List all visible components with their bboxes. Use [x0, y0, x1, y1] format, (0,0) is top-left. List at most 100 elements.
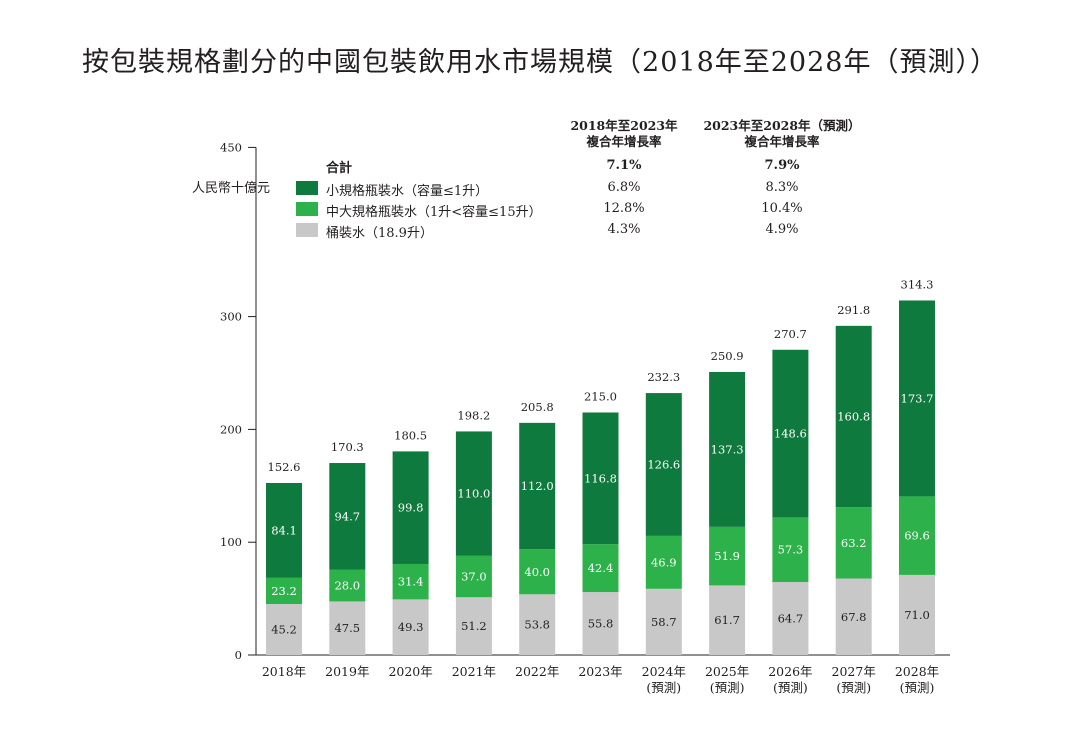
chart-title: 按包裝規格劃分的中國包裝飲用水市場規模（2018年至2028年（預測）） — [82, 47, 998, 78]
value-label-medium-3: 37.0 — [461, 569, 487, 583]
bar-small-9 — [835, 325, 872, 508]
value-label-small-6: 126.6 — [647, 457, 680, 471]
bar-barrel-1 — [329, 601, 366, 655]
bar-barrel-5 — [582, 592, 619, 655]
x-tick-label-6: 2024年 — [642, 664, 686, 679]
value-label-small-8: 148.6 — [774, 427, 807, 441]
total-label-0: 152.6 — [268, 460, 301, 474]
legend-swatch-barrel — [296, 223, 318, 237]
bar-small-7 — [709, 371, 746, 527]
cagr-barrel-2018-2023: 4.3% — [607, 222, 641, 237]
value-label-barrel-4: 53.8 — [524, 618, 550, 632]
cagr-medium-2023-2028: 10.4% — [761, 201, 803, 216]
bar-medium-6 — [645, 535, 682, 589]
bar-medium-8 — [772, 517, 809, 583]
bar-small-3 — [455, 431, 492, 556]
cagr-header-2023-2028-line1: 2023年至2028年（預測） — [703, 118, 861, 133]
bar-medium-10 — [899, 496, 935, 575]
x-tick-label-10: 2028年 — [895, 664, 939, 679]
bar-barrel-0 — [266, 604, 302, 655]
value-label-barrel-7: 61.7 — [714, 613, 740, 627]
value-label-small-7: 137.3 — [711, 442, 744, 456]
value-label-barrel-9: 67.8 — [841, 610, 867, 624]
bar-barrel-2 — [392, 599, 429, 655]
x-tick-label-8: 2026年 — [768, 664, 812, 679]
total-label-7: 250.9 — [711, 349, 744, 363]
legend-swatch-small — [296, 181, 318, 195]
y-tick-label-100: 100 — [220, 535, 242, 549]
total-label-5: 215.0 — [584, 389, 617, 403]
x-tick-label-1: 2019年 — [325, 664, 369, 679]
value-label-barrel-2: 49.3 — [398, 620, 424, 634]
value-label-medium-6: 46.9 — [651, 555, 677, 569]
value-label-small-3: 110.0 — [457, 486, 490, 500]
bar-medium-4 — [519, 549, 556, 595]
x-tick-label-10-line2: (預測) — [900, 680, 935, 695]
value-label-small-9: 160.8 — [837, 410, 870, 424]
legend-swatch-medium — [296, 202, 318, 216]
value-label-barrel-1: 47.5 — [334, 621, 360, 635]
bar-barrel-4 — [519, 594, 556, 655]
legend-label-small: 小規格瓶裝水（容量≤1升） — [326, 184, 489, 199]
x-tick-label-4: 2022年 — [515, 664, 559, 679]
total-label-9: 291.8 — [837, 303, 870, 317]
bar-barrel-6 — [645, 588, 682, 655]
x-tick-label-7-line2: (預測) — [710, 680, 745, 695]
value-label-small-0: 84.1 — [271, 523, 297, 537]
value-label-small-4: 112.0 — [521, 479, 554, 493]
value-label-medium-5: 42.4 — [588, 561, 614, 575]
cagr-header-2018-2023-line1: 2018年至2023年 — [570, 118, 678, 133]
y-tick-label-450: 450 — [220, 140, 242, 154]
x-tick-label-9-line2: (預測) — [836, 680, 871, 695]
cagr-total-2023-2028: 7.9% — [764, 158, 800, 173]
bar-barrel-10 — [899, 574, 935, 655]
value-label-small-1: 94.7 — [334, 509, 360, 523]
x-tick-label-5: 2023年 — [578, 664, 622, 679]
x-tick-label-3: 2021年 — [452, 664, 496, 679]
y-axis-unit-label: 人民幣十億元 — [192, 181, 271, 196]
bar-medium-1 — [329, 569, 366, 602]
value-label-medium-9: 63.2 — [841, 536, 867, 550]
bar-small-0 — [266, 482, 302, 578]
cagr-header-2023-2028-line2: 複合年增長率 — [744, 134, 820, 149]
total-label-1: 170.3 — [331, 440, 364, 454]
cagr-header-2018-2023-line2: 複合年增長率 — [586, 134, 662, 149]
cagr-medium-2018-2023: 12.8% — [603, 201, 645, 216]
bar-small-2 — [392, 451, 429, 564]
total-label-2: 180.5 — [394, 428, 427, 442]
bar-barrel-7 — [709, 585, 746, 655]
bar-small-4 — [519, 422, 556, 550]
total-label-8: 270.7 — [774, 327, 807, 341]
value-label-barrel-3: 51.2 — [461, 619, 487, 633]
bar-medium-9 — [835, 507, 872, 579]
y-tick-label-200: 200 — [220, 422, 242, 436]
value-label-barrel-6: 58.7 — [651, 615, 677, 629]
bar-barrel-8 — [772, 582, 809, 655]
value-label-medium-4: 40.0 — [524, 565, 550, 579]
x-tick-label-9: 2027年 — [832, 664, 876, 679]
value-label-medium-7: 51.9 — [714, 549, 740, 563]
x-tick-label-2: 2020年 — [388, 664, 432, 679]
x-tick-label-6-line2: (預測) — [646, 680, 681, 695]
cagr-barrel-2023-2028: 4.9% — [765, 222, 799, 237]
value-label-medium-2: 31.4 — [398, 575, 424, 589]
legend-total-label: 合計 — [326, 161, 353, 176]
value-label-medium-1: 28.0 — [334, 579, 360, 593]
value-label-barrel-5: 55.8 — [588, 617, 614, 631]
x-tick-label-8-line2: (預測) — [773, 680, 808, 695]
cagr-header-2018-2023: 2018年至2023年 複合年增長率 — [539, 118, 709, 150]
legend-label-medium: 中大規格瓶裝水（1升<容量≤15升） — [326, 205, 542, 220]
bar-medium-7 — [709, 526, 746, 586]
value-label-medium-10: 69.6 — [904, 529, 930, 543]
total-label-6: 232.3 — [647, 370, 680, 384]
total-label-10: 314.3 — [901, 277, 934, 291]
cagr-total-2018-2023: 7.1% — [606, 158, 642, 173]
total-label-3: 198.2 — [457, 408, 490, 422]
bar-medium-0 — [266, 577, 302, 605]
bar-medium-3 — [455, 555, 492, 598]
bar-small-10 — [899, 300, 935, 497]
cagr-header-2023-2028: 2023年至2028年（預測） 複合年增長率 — [697, 118, 867, 150]
y-tick-label-300: 300 — [220, 310, 242, 324]
value-label-small-10: 173.7 — [901, 391, 934, 405]
